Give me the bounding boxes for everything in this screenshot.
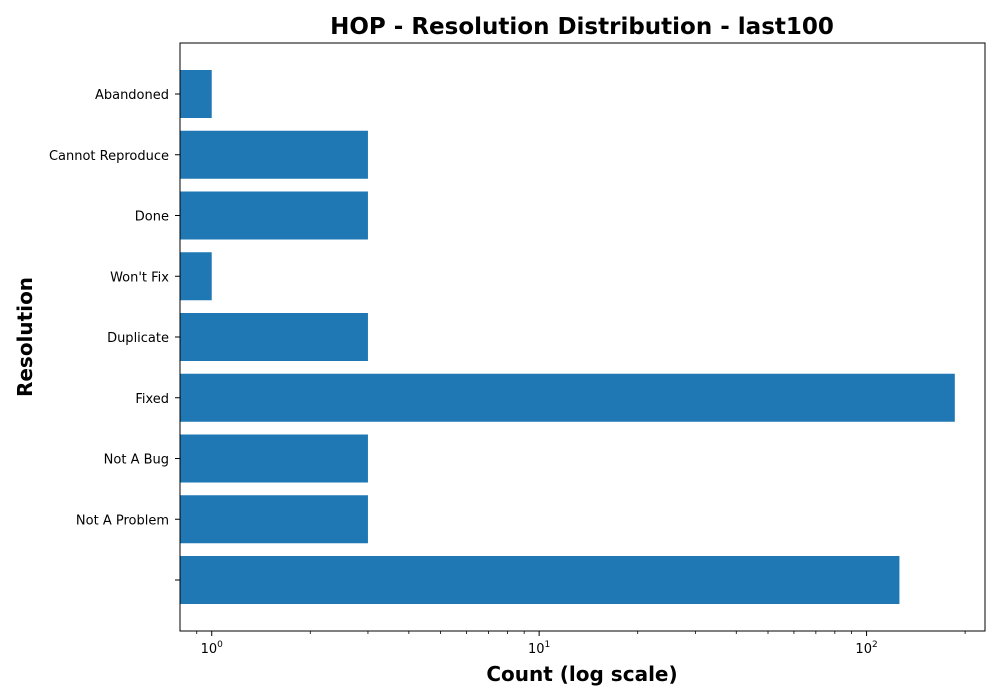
y-tick-label: Won't Fix xyxy=(110,270,169,285)
x-axis-ticks: 100 101 102 xyxy=(196,631,966,657)
bar-abandoned xyxy=(180,70,212,118)
bar-cannot-reproduce xyxy=(180,130,368,179)
bars-group xyxy=(180,70,955,604)
bar-blank xyxy=(180,556,900,604)
y-tick-label: Done xyxy=(135,210,169,225)
y-axis-title: Resolution xyxy=(13,277,37,397)
bar-done xyxy=(180,191,368,240)
y-tick-label: Fixed xyxy=(135,392,169,407)
x-tick-label: 101 xyxy=(528,640,550,657)
y-tick-label: Abandoned xyxy=(95,88,169,103)
x-tick-label: 102 xyxy=(855,640,877,657)
x-axis-title: Count (log scale) xyxy=(486,662,677,686)
bar-fixed xyxy=(180,373,955,422)
bar-not-a-problem xyxy=(180,495,368,544)
y-tick-label: Not A Problem xyxy=(76,513,169,528)
bar-duplicate xyxy=(180,313,368,361)
bar-not-a-bug xyxy=(180,434,368,483)
x-tick-label: 100 xyxy=(201,640,224,657)
y-axis-ticks: Abandoned Cannot Reproduce Done Won't Fix Du… xyxy=(49,88,180,581)
y-tick-label: Cannot Reproduce xyxy=(49,149,169,164)
y-tick-label: Not A Bug xyxy=(104,453,169,468)
chart-title: HOP - Resolution Distribution - last100 xyxy=(330,14,834,40)
bar-won-t-fix xyxy=(180,252,212,301)
y-tick-label: Duplicate xyxy=(107,331,169,346)
plot-frame xyxy=(179,42,986,632)
